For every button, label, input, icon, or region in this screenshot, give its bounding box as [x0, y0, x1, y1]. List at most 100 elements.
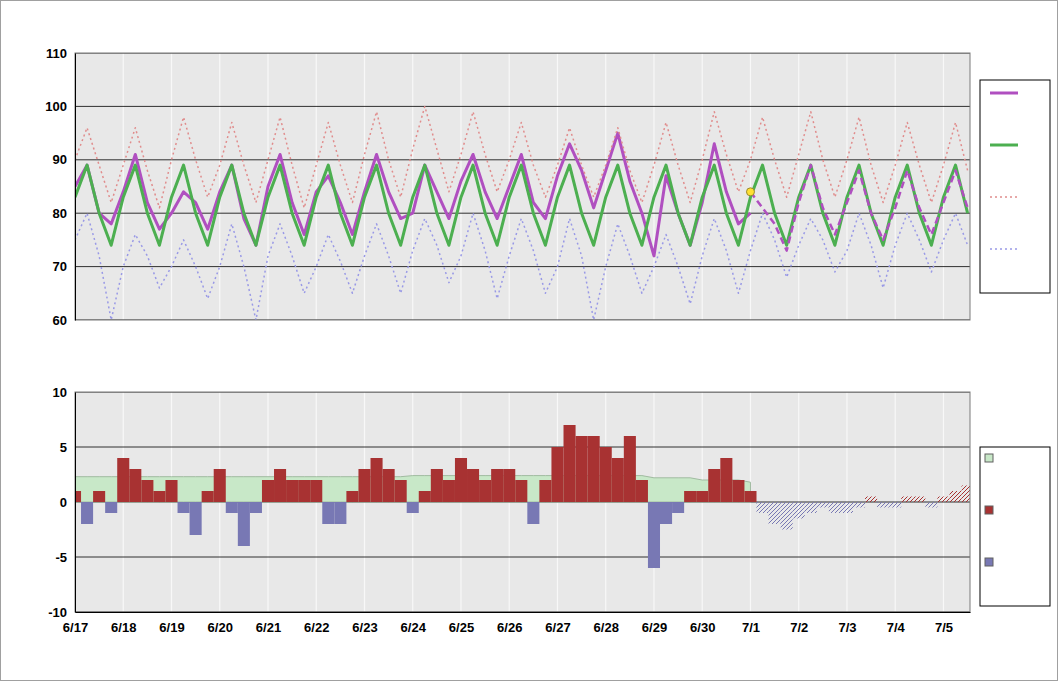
x-grid-line	[846, 53, 847, 320]
y-grid-line	[75, 266, 970, 267]
x-tick: 7/4	[887, 612, 906, 635]
departure-bar	[744, 491, 756, 502]
y-tick-label: 60	[53, 313, 67, 328]
departure-bar	[298, 480, 310, 502]
y-tick: 60	[53, 313, 75, 328]
grid	[75, 53, 970, 320]
panel: 60 70 80 90 100 110	[45, 46, 970, 328]
y-grid-line	[75, 213, 970, 214]
y-tick-label: 80	[53, 206, 67, 221]
departure-bar	[660, 502, 672, 524]
legend-swatch	[990, 196, 1018, 198]
departure-bar	[93, 491, 105, 502]
y-tick: 100	[45, 99, 75, 114]
x-tick: 6/30	[690, 612, 715, 635]
x-tick-label: 6/18	[111, 620, 136, 635]
x-tick: 6/26	[497, 612, 522, 635]
x-grid-line	[219, 53, 220, 320]
y-tick: 110	[46, 46, 75, 61]
y-tick: 0	[60, 495, 75, 510]
y-axis-line	[75, 54, 76, 321]
x-grid-line	[412, 53, 413, 320]
series-line	[75, 106, 968, 207]
departure-bar	[793, 502, 805, 519]
legend	[980, 80, 1050, 293]
x-tick-label: 7/1	[742, 620, 760, 635]
plot-background	[75, 53, 970, 320]
departure-bar	[829, 502, 841, 513]
departure-bar	[636, 480, 648, 502]
departure-bar	[600, 447, 612, 502]
departure-bar	[383, 469, 395, 502]
departure-bar	[877, 502, 889, 508]
departure-bar	[672, 502, 684, 513]
y-tick-label: -10	[48, 605, 67, 620]
y-tick-label: 90	[53, 152, 67, 167]
x-tick: 6/22	[304, 612, 329, 635]
legend-swatch	[990, 144, 1018, 147]
departure-bar	[431, 469, 443, 502]
departure-bar	[781, 502, 793, 530]
x-tick: 6/23	[352, 612, 377, 635]
x-tick-label: 6/23	[352, 620, 377, 635]
series-area	[75, 476, 750, 502]
departure-bar	[226, 502, 238, 513]
departure-bar	[708, 469, 720, 502]
x-grid-line	[316, 53, 317, 320]
departure-bar	[515, 480, 527, 502]
y-tick-label: 5	[60, 440, 67, 455]
departure-bar	[395, 480, 407, 502]
departure-bar	[925, 502, 937, 508]
x-tick-label: 6/28	[594, 620, 619, 635]
departure-bar	[346, 491, 358, 502]
x-tick-label: 6/24	[401, 620, 427, 635]
x-tick: 6/21	[256, 612, 281, 635]
x-tick: 7/2	[790, 612, 808, 635]
x-tick-label: 7/4	[887, 620, 906, 635]
departure-bar	[551, 447, 563, 502]
legend-swatch	[990, 92, 1018, 95]
y-tick: -5	[55, 550, 75, 565]
series-line	[75, 165, 968, 245]
series-line	[750, 165, 967, 250]
x-grid-line	[75, 392, 76, 612]
departure-bar	[105, 502, 117, 513]
plot-background	[75, 392, 970, 612]
departure-bar	[141, 480, 153, 502]
series-point	[746, 188, 754, 196]
x-tick-label: 7/3	[838, 620, 856, 635]
departure-bar	[202, 491, 214, 502]
departure-bar	[407, 502, 419, 513]
departure-bar	[479, 480, 491, 502]
departure-bar	[165, 480, 177, 502]
y-tick: -10	[48, 605, 75, 620]
x-tick-label: 7/2	[790, 620, 808, 635]
x-axis-line	[76, 612, 971, 613]
y-tick-label: 110	[46, 46, 67, 61]
departure-bar	[757, 502, 769, 513]
x-grid-line	[653, 53, 654, 320]
y-tick: 70	[53, 259, 75, 274]
departure-bar	[576, 436, 588, 502]
x-grid-line	[798, 53, 799, 320]
y-tick-label: 100	[45, 99, 67, 114]
y-axis: -10 -5 0 5 10	[48, 385, 75, 620]
y-tick: 10	[53, 385, 75, 400]
legend-swatch	[985, 558, 993, 566]
page-frame	[1, 1, 1058, 681]
departure-bar	[612, 458, 624, 502]
departure-bar	[853, 502, 865, 508]
departure-bar	[129, 469, 141, 502]
x-tick-label: 6/19	[159, 620, 184, 635]
x-grid-line	[75, 53, 76, 320]
departure-bar	[769, 502, 781, 524]
x-tick: 6/19	[159, 612, 184, 635]
legend-box	[980, 80, 1050, 293]
x-tick-label: 6/27	[545, 620, 570, 635]
marks	[75, 106, 968, 320]
y-tick-label: -5	[55, 550, 67, 565]
departure-bar	[696, 491, 708, 502]
x-tick-label: 6/29	[642, 620, 667, 635]
departure-bar	[720, 458, 732, 502]
x-tick-label: 6/30	[690, 620, 715, 635]
